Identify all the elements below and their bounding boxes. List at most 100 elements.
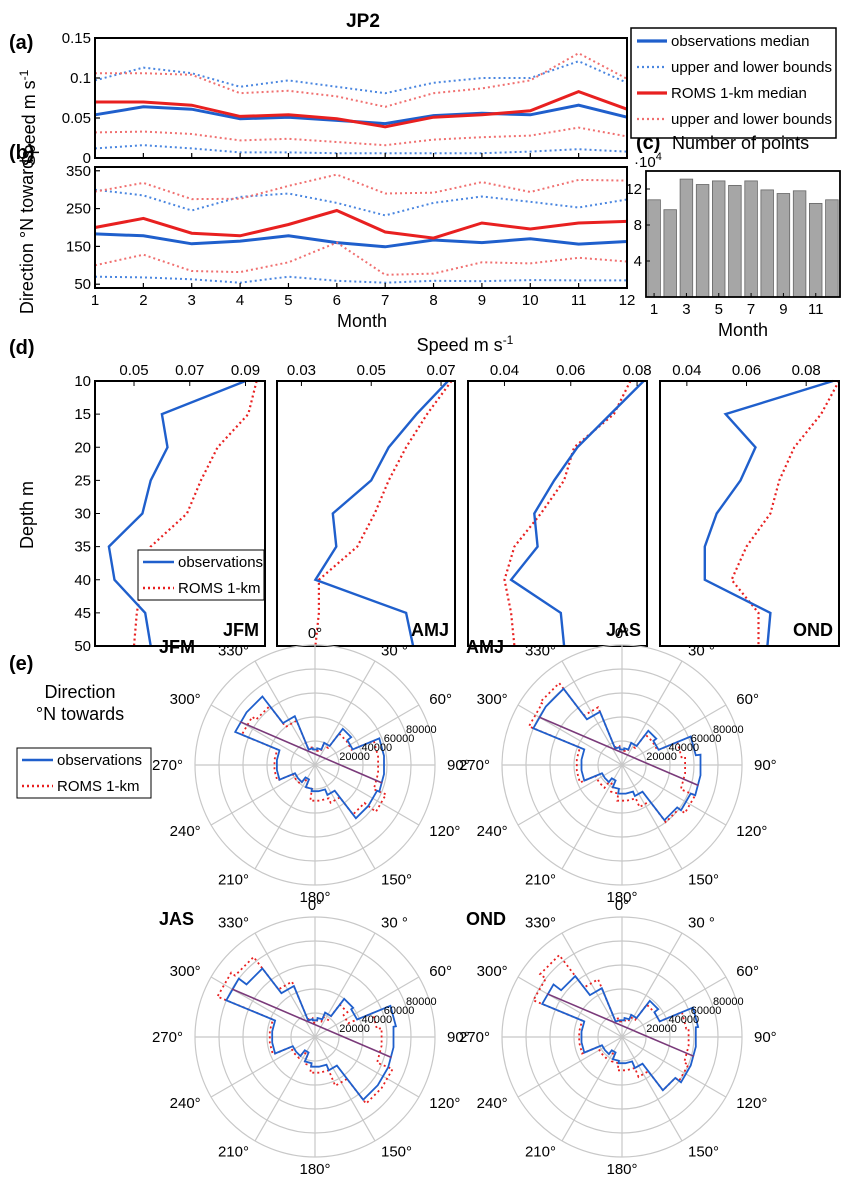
rose-radial-label-2: 60000: [691, 1005, 722, 1017]
rose-angle-label-120: 120°: [429, 1095, 460, 1112]
legend-roses-roms-label: ROMS 1-km: [57, 778, 140, 795]
bar-plot-area: [646, 171, 840, 297]
ytick-label-3: 350: [66, 163, 91, 180]
series-line-5: [94, 126, 628, 147]
rose-angle-label-240: 240°: [477, 823, 508, 840]
legend-profiles-obs-label: observations: [178, 554, 263, 571]
bar-month-11: [809, 202, 823, 298]
rose-spoke-30: [621, 932, 683, 1038]
rose-radial-label-2: 60000: [384, 1005, 415, 1017]
profile-frame: [659, 380, 840, 647]
rose-angle-label-270: 270°: [152, 1029, 183, 1046]
d-ytick-label-3: 25: [74, 472, 91, 489]
d-ytick-label-8: 50: [74, 638, 91, 655]
legend-profiles: observations ROMS 1-km: [137, 549, 265, 601]
bar-month-7: [744, 180, 758, 298]
rose-spoke-120: [621, 764, 727, 826]
rose-spoke-120: [314, 764, 420, 826]
unit-exponent: -1: [503, 333, 514, 347]
panel-e-title: Direction: [44, 682, 115, 702]
rose-axis-ray: [546, 993, 695, 1058]
d-ytick-label-1: 15: [74, 406, 91, 423]
c-ytick-label-1: 8: [634, 217, 642, 234]
rose-spoke-240: [210, 764, 316, 826]
panel-c-plot: 4 8 12 1 3 5 7 9 11: [625, 170, 841, 318]
rose-JFM: 0° 30 ° 60° 90° 120° 150° 180° 210° 240° 270° 300°…: [152, 625, 470, 906]
d-xtick-label-0: 0.03: [287, 362, 316, 379]
rose-spoke-330: [561, 932, 623, 1038]
ytick-label-2: 0.1: [70, 70, 91, 87]
rose-spoke-30: [314, 932, 376, 1038]
panel-a-plot: 0 0.05 0.1 0.15: [62, 30, 628, 167]
rose-angle-label-0: 0°: [615, 625, 629, 642]
d-xtick-label-2: 0.08: [622, 362, 651, 379]
rose-angle-label-60: 60°: [429, 691, 452, 708]
rose-angle-label-60: 60°: [429, 963, 452, 980]
series-line-3: [95, 89, 628, 129]
rose-spoke-60: [621, 704, 727, 766]
rose-angle-label-60: 60°: [736, 963, 759, 980]
unit-base: Speed m s: [19, 80, 39, 166]
profile-season-label: OND: [793, 620, 833, 640]
bar-month-8: [760, 189, 774, 298]
panel-c-scale-base: ·10: [634, 154, 656, 171]
bar-month-2: [663, 209, 677, 298]
rose-angle-label-90: 90°: [447, 757, 470, 774]
bar-month-3: [679, 178, 694, 298]
rose-angle-label-180: 180°: [299, 889, 330, 906]
legend-profiles-roms-label: ROMS 1-km: [178, 580, 261, 597]
rose-radial-label-1: 40000: [362, 742, 393, 754]
profile-panel-OND: 0.04 0.06 0.08 OND: [659, 362, 840, 647]
panel-b-xlabel: Month: [337, 311, 387, 331]
plot-frame: [94, 166, 628, 289]
figure-title: JP2: [346, 11, 380, 32]
rose-spoke-30: [314, 660, 376, 766]
xtick-label-4: 5: [284, 292, 292, 309]
legend-roses: observations ROMS 1-km: [16, 747, 152, 799]
rose-spoke-330: [254, 660, 316, 766]
rose-angle-label-90: 90°: [754, 1029, 777, 1046]
legend-label-1: upper and lower bounds: [671, 59, 832, 76]
bar-month-5: [712, 180, 726, 298]
rose-spoke-240: [210, 1036, 316, 1098]
series-line-2: [94, 144, 628, 155]
bar-month-6: [728, 184, 742, 298]
rose-radial-label-0: 20000: [646, 751, 677, 763]
xtick-label-1: 2: [139, 292, 147, 309]
rose-angle-label-330: 330°: [218, 643, 249, 660]
rose-observations-outline: [532, 687, 702, 822]
profile-observations-line: [107, 379, 246, 647]
rose-axis-ray: [231, 988, 392, 1059]
rose-spoke-60: [621, 976, 727, 1038]
series-line-4: [94, 173, 628, 201]
rose-angle-label-150: 150°: [381, 871, 412, 888]
plot-frame: [94, 37, 628, 159]
rose-spoke-30: [621, 660, 683, 766]
rose-roms-outline: [240, 704, 388, 816]
d-xtick-label-2: 0.07: [426, 362, 455, 379]
series-line-1: [94, 188, 628, 217]
panel-e-roses: Direction °N towards observations ROMS 1-…: [16, 625, 777, 1178]
rose-spoke-210: [254, 764, 316, 870]
profile-area: [660, 381, 839, 646]
d-ytick-label-7: 45: [74, 605, 91, 622]
rose-radial-label-3: 80000: [713, 996, 744, 1008]
bar-month-12: [825, 199, 839, 298]
panel-c-xlabel: Month: [718, 320, 768, 340]
xtick-label-11: 12: [619, 292, 636, 309]
panel-label-a: (a): [9, 32, 33, 54]
rose-angle-label-210: 210°: [525, 871, 556, 888]
rose-angle-label-240: 240°: [477, 1095, 508, 1112]
d-ytick-label-4: 30: [74, 506, 91, 523]
rose-radial-label-3: 80000: [713, 724, 744, 736]
rose-angle-label-120: 120°: [736, 1095, 767, 1112]
rose-radial-label-3: 80000: [406, 996, 437, 1008]
rose-angle-label-270: 270°: [459, 757, 490, 774]
rose-angle-label-330: 330°: [218, 915, 249, 932]
rose-angle-label-210: 210°: [218, 871, 249, 888]
unit-exponent: -1: [17, 69, 31, 80]
d-xtick-label-0: 0.04: [490, 362, 519, 379]
legend-box: [630, 27, 837, 139]
c-xtick-label-4: 9: [779, 301, 787, 318]
